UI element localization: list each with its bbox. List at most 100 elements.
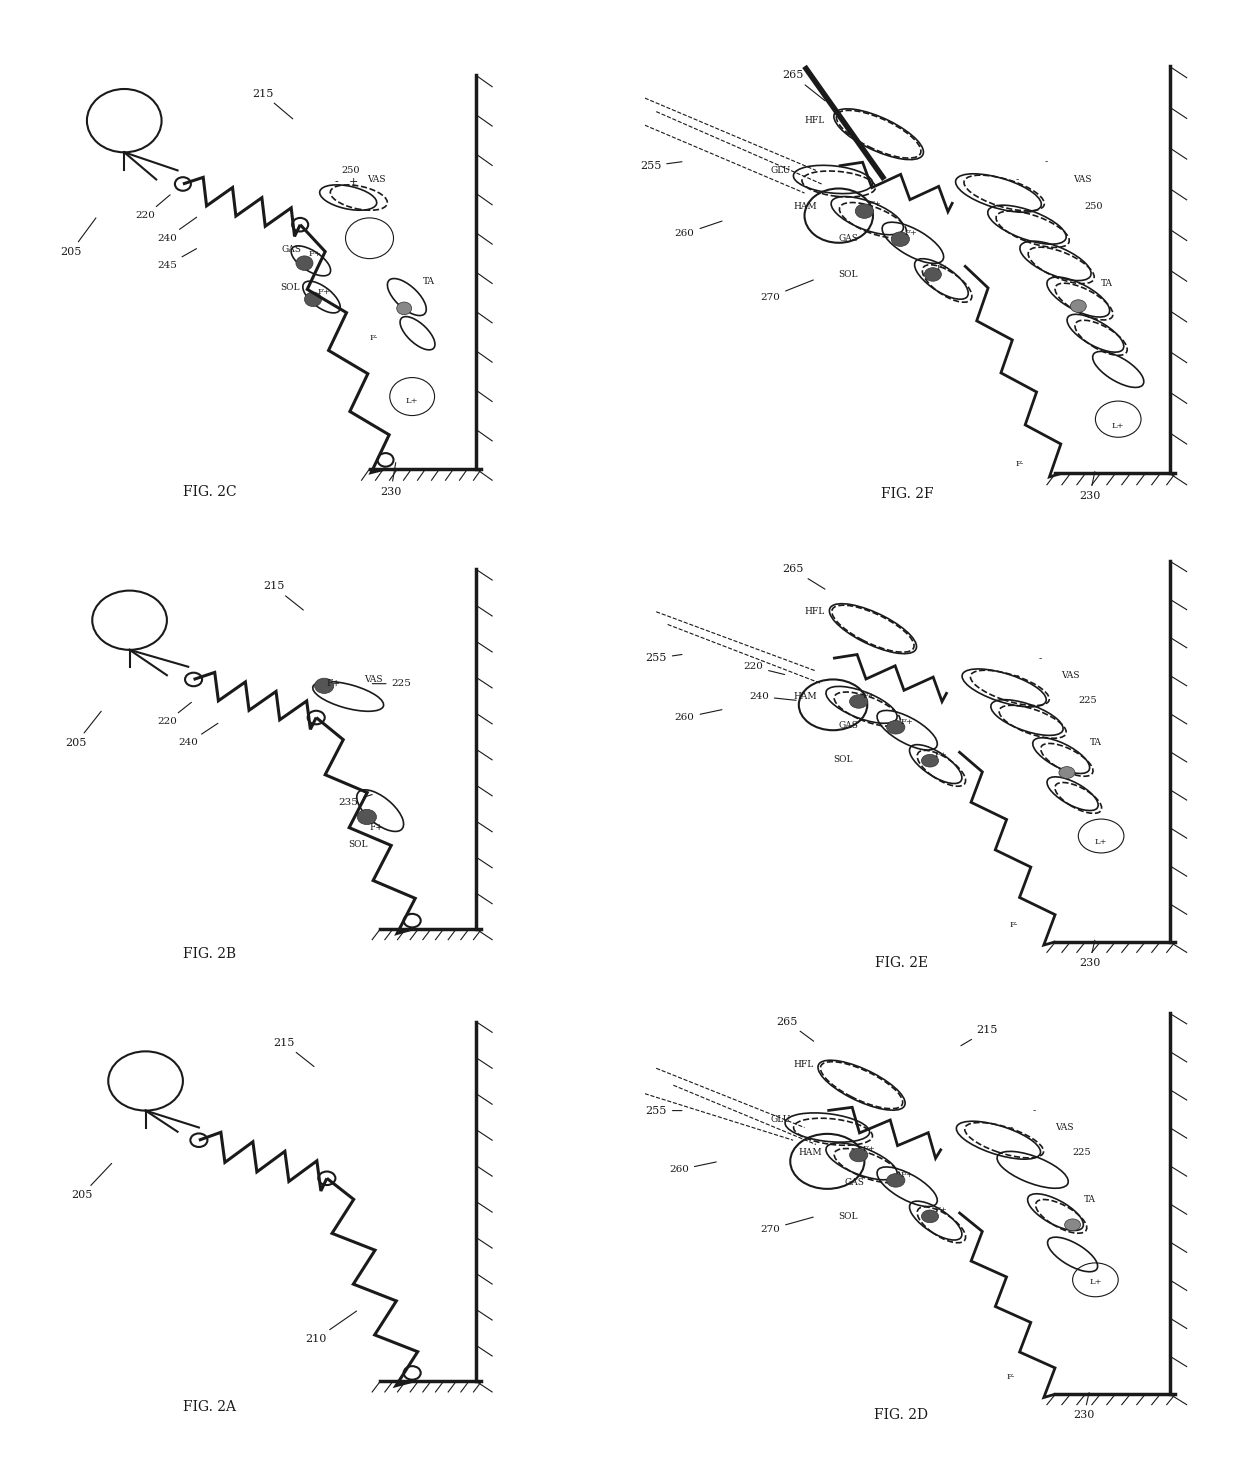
- Text: FIG. 2B: FIG. 2B: [184, 947, 236, 961]
- Text: F+: F+: [900, 718, 913, 725]
- Text: F+: F+: [868, 200, 882, 209]
- Text: TA: TA: [1090, 738, 1101, 747]
- Circle shape: [1059, 766, 1075, 779]
- Text: 205: 205: [61, 217, 95, 257]
- Text: -: -: [1016, 671, 1019, 680]
- Text: 215: 215: [252, 89, 293, 118]
- Text: 205: 205: [71, 1163, 112, 1201]
- Text: 205: 205: [66, 711, 102, 748]
- Text: GLU: GLU: [770, 1115, 791, 1123]
- Text: 240: 240: [749, 692, 796, 700]
- Text: TA: TA: [423, 277, 435, 286]
- Circle shape: [1070, 299, 1086, 312]
- Text: SOL: SOL: [838, 1212, 858, 1221]
- Text: 215: 215: [274, 1037, 314, 1067]
- Text: HAM: HAM: [799, 1148, 822, 1157]
- Text: -: -: [1009, 1123, 1013, 1132]
- Text: 260: 260: [675, 222, 722, 238]
- Text: 225: 225: [372, 680, 412, 689]
- Text: HFL: HFL: [805, 117, 825, 125]
- Text: HAM: HAM: [794, 692, 817, 700]
- Text: L+: L+: [1095, 839, 1107, 846]
- Text: 215: 215: [961, 1026, 998, 1046]
- Text: F+: F+: [309, 249, 321, 258]
- Text: HAM: HAM: [794, 203, 817, 212]
- Text: FIG. 2C: FIG. 2C: [182, 484, 237, 499]
- Text: L+: L+: [1112, 422, 1125, 430]
- Text: F+: F+: [370, 823, 383, 832]
- Text: -: -: [335, 177, 339, 187]
- Text: 270: 270: [760, 1217, 813, 1233]
- Text: L+: L+: [1089, 1278, 1101, 1285]
- Circle shape: [924, 267, 941, 282]
- Text: SOL: SOL: [838, 270, 858, 279]
- Text: SOL: SOL: [833, 756, 853, 765]
- Text: GAS: GAS: [838, 233, 858, 242]
- Circle shape: [856, 204, 873, 219]
- Text: VAS: VAS: [1073, 175, 1091, 184]
- Text: VAS: VAS: [367, 175, 386, 184]
- Text: 245: 245: [157, 248, 196, 270]
- Text: 235: 235: [339, 795, 372, 807]
- Text: -: -: [1033, 1106, 1035, 1115]
- Circle shape: [892, 232, 909, 247]
- Text: FIG. 2E: FIG. 2E: [875, 956, 928, 970]
- Text: HFL: HFL: [805, 607, 825, 616]
- Text: 250: 250: [1084, 203, 1102, 212]
- Circle shape: [357, 810, 377, 824]
- Text: FIG. 2A: FIG. 2A: [184, 1399, 236, 1414]
- Text: F+: F+: [900, 1172, 913, 1179]
- Circle shape: [849, 1148, 868, 1161]
- Text: 230: 230: [1079, 940, 1100, 967]
- Text: 240: 240: [179, 724, 218, 747]
- Text: GLU: GLU: [770, 166, 791, 175]
- Circle shape: [849, 694, 868, 708]
- Text: VAS: VAS: [1055, 1123, 1074, 1132]
- Text: VAS: VAS: [365, 676, 383, 684]
- Text: TA: TA: [1101, 279, 1114, 287]
- Text: 220: 220: [157, 702, 191, 727]
- Text: F+: F+: [935, 1207, 947, 1214]
- Text: F+: F+: [327, 680, 341, 689]
- Text: 210: 210: [305, 1312, 357, 1344]
- Circle shape: [1065, 1218, 1080, 1231]
- Text: 220: 220: [135, 196, 170, 220]
- Text: 220: 220: [743, 662, 785, 674]
- Text: 255: 255: [646, 1106, 682, 1116]
- Text: 230: 230: [1074, 1392, 1095, 1420]
- Text: -: -: [1016, 175, 1019, 184]
- Text: F+: F+: [937, 264, 950, 271]
- Text: F+: F+: [317, 287, 330, 296]
- Text: 270: 270: [760, 280, 813, 302]
- Text: 230: 230: [1079, 471, 1100, 500]
- Text: VAS: VAS: [1061, 671, 1080, 680]
- Text: 265: 265: [782, 565, 825, 589]
- Circle shape: [921, 1210, 939, 1223]
- Text: GAS: GAS: [844, 1177, 864, 1188]
- Circle shape: [887, 721, 905, 734]
- Circle shape: [305, 292, 321, 306]
- Text: 225: 225: [1079, 696, 1097, 705]
- Text: 230: 230: [381, 463, 402, 496]
- Text: F-: F-: [1016, 461, 1024, 468]
- Text: 215: 215: [263, 581, 304, 610]
- Text: 265: 265: [776, 1017, 813, 1042]
- Text: 255: 255: [640, 160, 682, 171]
- Circle shape: [315, 678, 334, 693]
- Circle shape: [921, 754, 939, 767]
- Text: SOL: SOL: [348, 840, 368, 849]
- Text: 265: 265: [782, 70, 825, 101]
- Text: L+: L+: [405, 397, 418, 406]
- Text: GAS: GAS: [838, 722, 858, 731]
- Text: FIG. 2D: FIG. 2D: [874, 1408, 929, 1423]
- Text: F+: F+: [863, 1145, 875, 1153]
- Text: +: +: [350, 177, 358, 187]
- Text: 240: 240: [157, 217, 197, 242]
- Text: TA: TA: [1084, 1195, 1096, 1204]
- Text: SOL: SOL: [280, 283, 299, 292]
- Text: F+: F+: [935, 751, 947, 759]
- Circle shape: [296, 255, 312, 270]
- Text: F-: F-: [370, 334, 378, 341]
- Text: F-: F-: [1009, 921, 1018, 929]
- Text: F+: F+: [904, 229, 918, 236]
